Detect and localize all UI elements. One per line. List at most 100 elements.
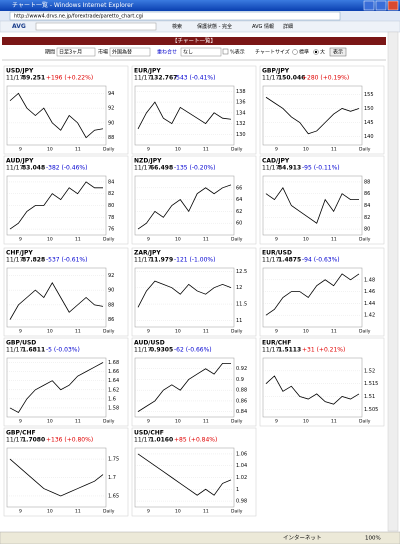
price-line xyxy=(9,362,104,413)
link[interactable]: 重ね合せ xyxy=(157,49,177,56)
close[interactable] xyxy=(387,0,399,11)
x-tick-label: 9 xyxy=(147,419,150,425)
price-line xyxy=(9,281,104,320)
chart-price: 1.4875 xyxy=(278,257,301,264)
x-tick-label: 11 xyxy=(75,147,81,153)
x-tick-label: 10 xyxy=(303,147,309,153)
price-line xyxy=(265,273,360,316)
y-tick-label: 11.5 xyxy=(236,302,247,308)
radio[interactable] xyxy=(292,49,298,55)
chart-title: USD/CHF xyxy=(134,430,164,437)
x-tick-label: Daily xyxy=(103,147,115,153)
plot-area xyxy=(134,85,235,146)
y-tick-label: 84 xyxy=(108,179,114,185)
y-tick-label: 86 xyxy=(364,191,370,197)
toolbar-item[interactable]: 保護状態 - 完全 xyxy=(197,23,232,30)
select-value: なし xyxy=(183,49,193,56)
x-tick-label: 11 xyxy=(203,147,209,153)
y-tick-label: 12.5 xyxy=(236,269,247,275)
title-bar xyxy=(0,0,400,11)
label: 市場 xyxy=(98,49,108,56)
x-tick-label: 9 xyxy=(147,237,150,243)
x-tick-label: 10 xyxy=(47,147,53,153)
x-tick-label: 9 xyxy=(275,419,278,425)
chart-date: 11/17 xyxy=(134,165,151,172)
page-header xyxy=(2,37,386,45)
y-tick-label: 150 xyxy=(364,106,374,112)
zoom: 100% xyxy=(365,536,381,542)
x-tick-label: Daily xyxy=(231,147,243,153)
chart-change: -382 (-0.46%) xyxy=(46,165,87,172)
maximize[interactable] xyxy=(375,0,387,11)
y-tick-label: 60 xyxy=(236,221,242,227)
plot-area xyxy=(134,267,235,328)
toolbar-item[interactable]: AVG xyxy=(12,23,26,30)
x-tick-label: Daily xyxy=(231,509,243,515)
y-tick-label: 132 xyxy=(236,121,246,127)
y-tick-label: 1 xyxy=(236,487,239,493)
x-tick-label: 9 xyxy=(275,237,278,243)
period-select[interactable] xyxy=(56,47,96,57)
y-tick-label: 1.06 xyxy=(236,451,247,457)
y-tick-label: 1.02 xyxy=(236,475,247,481)
price-line xyxy=(137,280,232,308)
y-tick-label: 0.92 xyxy=(236,366,247,372)
plot-area xyxy=(262,357,363,418)
chart-change: +85 (+0.84%) xyxy=(174,437,217,444)
y-tick-label: 0.9 xyxy=(236,377,244,383)
x-tick-label: Daily xyxy=(103,237,115,243)
overlay-select[interactable] xyxy=(180,47,222,57)
x-tick-label: 10 xyxy=(175,147,181,153)
chart-change: -62 (-0.66%) xyxy=(174,347,212,354)
y-tick-label: 136 xyxy=(236,100,246,106)
toolbar-item[interactable]: 検索 xyxy=(172,23,182,30)
y-tick-label: 1.44 xyxy=(364,301,375,307)
chart-date: 11/17 xyxy=(262,347,279,354)
chart-price: 66.498 xyxy=(150,165,173,172)
button-label: 表示 xyxy=(333,49,343,56)
scrollbar[interactable] xyxy=(387,31,399,532)
chart-price: 1.5113 xyxy=(278,347,301,354)
y-tick-label: 62 xyxy=(236,209,242,215)
submit-button[interactable] xyxy=(329,47,347,57)
price-line xyxy=(137,362,231,412)
y-tick-label: 86 xyxy=(108,317,114,323)
plot-area xyxy=(262,85,363,146)
chart-title: GBP/USD xyxy=(6,340,36,347)
chart-price: 1.7080 xyxy=(22,437,45,444)
x-tick-label: 11 xyxy=(331,419,337,425)
y-tick-label: 88 xyxy=(364,179,370,185)
chart-title: CAD/JPY xyxy=(262,158,290,165)
y-tick-label: 0.86 xyxy=(236,398,247,404)
y-tick-label: 80 xyxy=(108,203,114,209)
market-select[interactable] xyxy=(109,47,151,57)
x-tick-label: 10 xyxy=(47,329,53,335)
address-bar[interactable] xyxy=(9,11,341,21)
toolbar xyxy=(0,20,400,33)
checkbox[interactable] xyxy=(222,48,229,55)
chart-date: 11/17 xyxy=(134,347,151,354)
x-tick-label: 11 xyxy=(75,419,81,425)
y-tick-label: 134 xyxy=(236,110,246,116)
x-tick-label: 11 xyxy=(75,329,81,335)
chart-change: -537 (-0.61%) xyxy=(46,257,87,264)
label: 大 xyxy=(320,49,325,56)
chart-price: 89.251 xyxy=(22,75,45,82)
chart-price: 150.046 xyxy=(278,75,305,82)
x-tick-label: 9 xyxy=(19,509,22,515)
toolbar-item[interactable]: AVG 情報 xyxy=(252,23,274,30)
x-tick-label: 11 xyxy=(75,237,81,243)
chart-date: 11/17 xyxy=(262,257,279,264)
y-tick-label: 90 xyxy=(108,120,114,126)
x-tick-label: 10 xyxy=(303,419,309,425)
minimize[interactable] xyxy=(363,0,375,11)
chart-title: EUR/USD xyxy=(262,250,292,257)
y-tick-label: 11 xyxy=(236,318,242,324)
chart-change: -543 (-0.41%) xyxy=(174,75,215,82)
x-tick-label: 11 xyxy=(203,237,209,243)
toolbar-item[interactable]: 詳細 xyxy=(283,23,293,30)
search-box[interactable] xyxy=(35,22,157,31)
